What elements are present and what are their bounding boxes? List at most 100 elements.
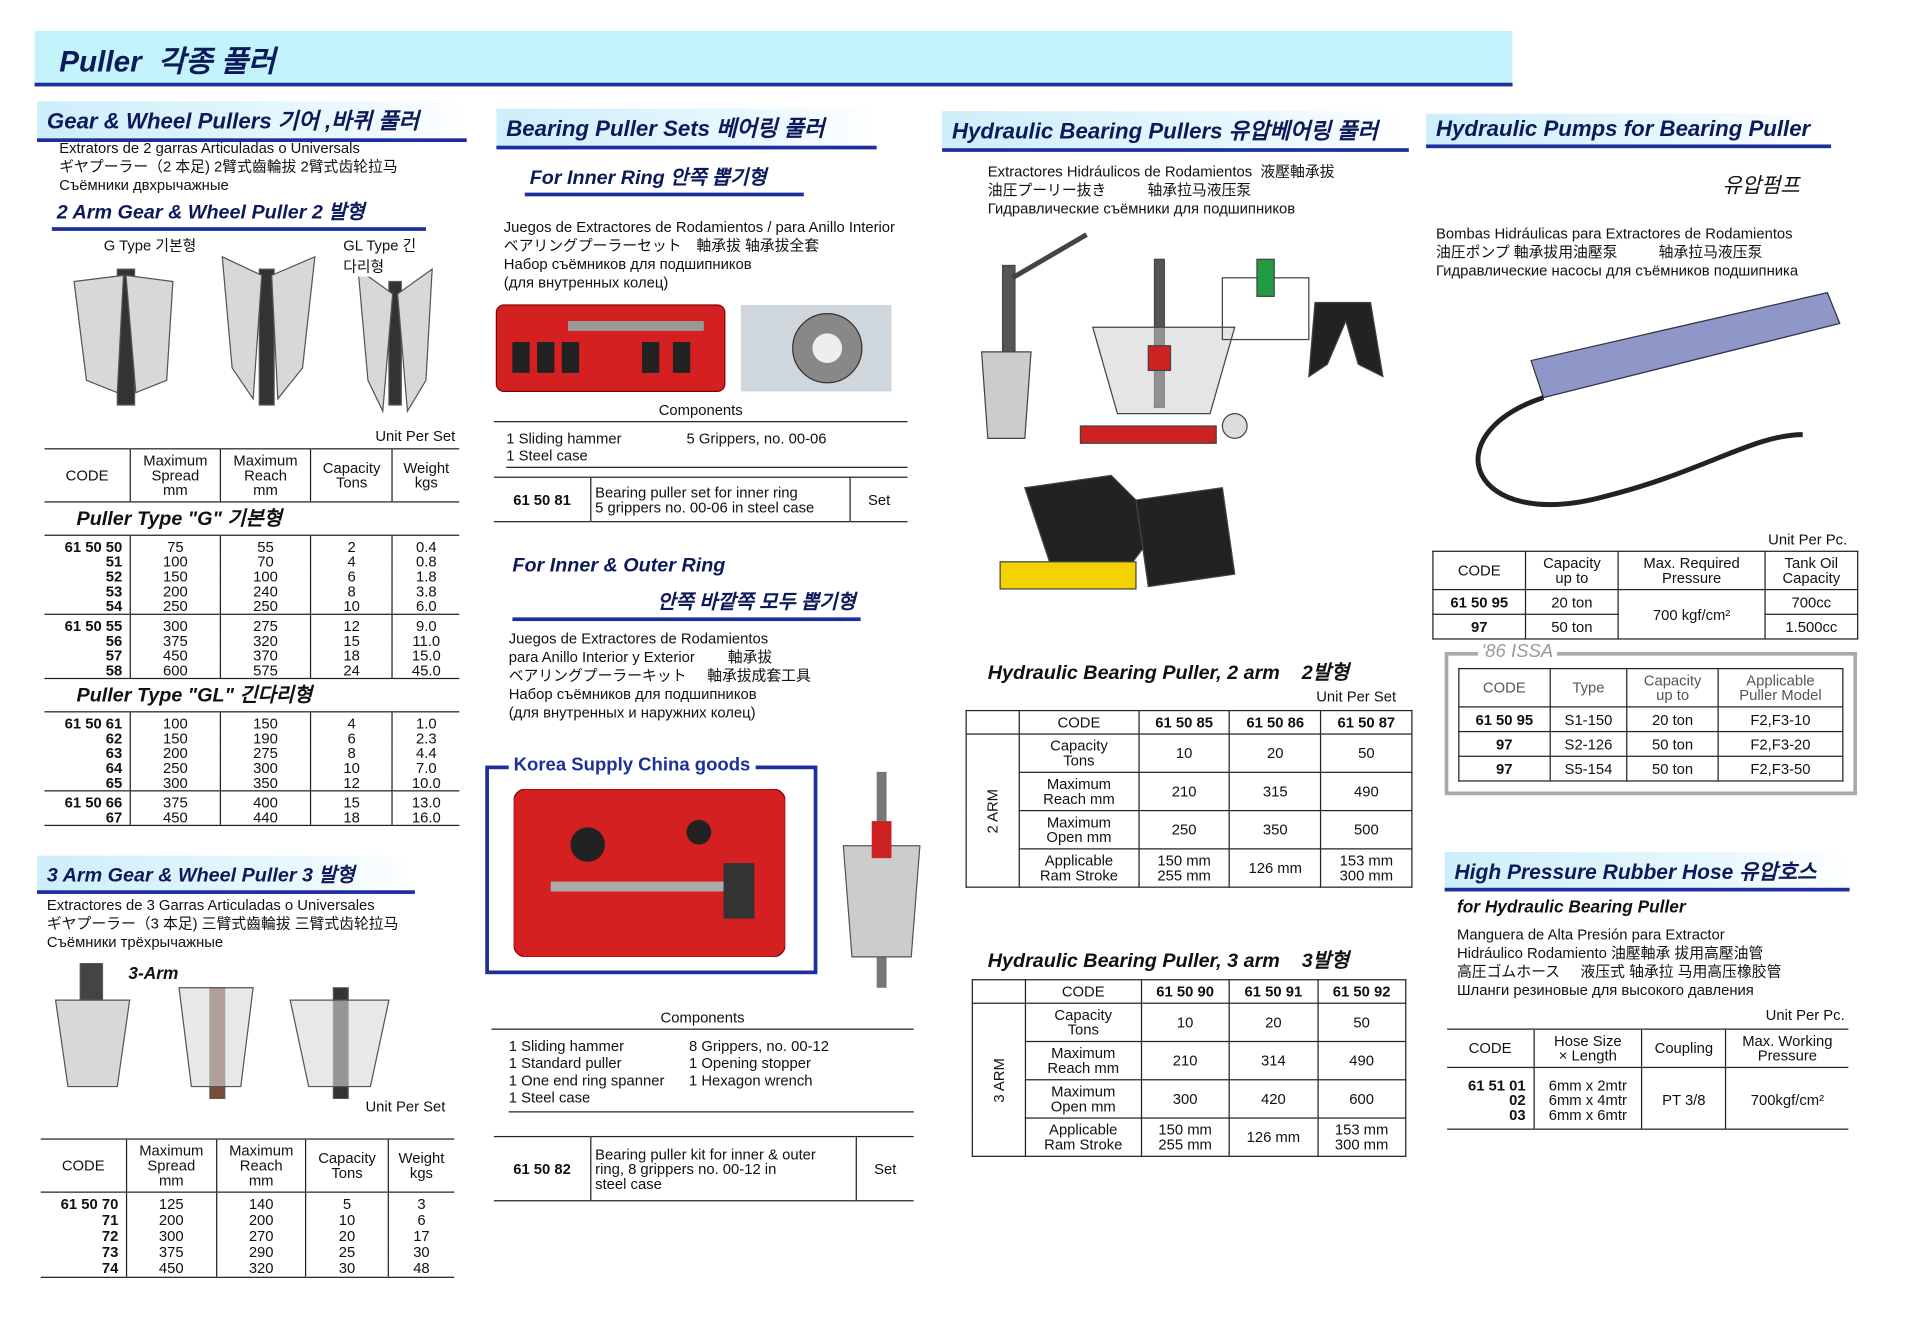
table-box: CODE Hose Size × Length Coupling Max. Worki… [1447, 1028, 1849, 1130]
value-cell: 55 [219, 534, 311, 555]
value-cell: 15 [309, 633, 393, 649]
value-cell: 315 [1229, 771, 1322, 812]
components-list: 1 Sliding hammer 1 Steel case 5 Grippers, … [506, 430, 908, 468]
components-title: Components [493, 401, 908, 423]
value-cell: 15.0 [391, 648, 460, 664]
value-cell: 290 [215, 1244, 307, 1261]
component-item: 1 Hexagon wrench [688, 1071, 813, 1090]
value-cell: 314 [1228, 1040, 1319, 1081]
value-cell: F2,F3-20 [1717, 730, 1844, 757]
description-line: Juegos de Extractores de Rodamientos [508, 629, 769, 647]
description-line: ベアリングプーラーセット 軸承拔 轴承拔全套 [503, 237, 820, 255]
code-cell: 61 50 61 [44, 711, 131, 731]
value-cell: 1.8 [391, 569, 460, 584]
spec-table: CODE 61 50 85 61 50 86 61 50 87 2 ARM Capacit… [965, 709, 1413, 888]
value-cell: 375 [129, 633, 221, 649]
value-cell: 450 [129, 809, 221, 825]
column-header: Capacity Tons [309, 448, 393, 503]
value-cell: 200 [215, 1212, 307, 1229]
code-cell: 97 [1458, 730, 1551, 757]
column-header: Max. Working Pressure [1725, 1028, 1849, 1069]
code-cell: 51 [105, 553, 123, 571]
table-box: CODE 61 50 90 61 50 91 61 50 92 3 ARM Capacit… [971, 979, 1407, 1157]
table-box: CODE Maximum Spread mm Maximum Reach mm Cap… [44, 448, 460, 825]
code-cell: 61 50 66 [44, 790, 131, 810]
code: 03 [1509, 1106, 1526, 1124]
value-cell: 150 [129, 569, 221, 584]
code-cell: 56 [105, 632, 123, 650]
table-row: 74 450 320 30 48 [41, 1259, 455, 1277]
value-cell: 270 [215, 1228, 307, 1245]
value-cell: 250 [129, 598, 221, 615]
section-title-ko: 유압펌프 [1722, 174, 1800, 198]
value-cell: 12 [309, 775, 393, 791]
image-label: 3-Arm [128, 963, 179, 983]
value-cell: 10.0 [391, 775, 460, 791]
description-line: ギヤプーラー（3 本足) 三臂式齒輪拔 三臂式齿轮拉马 [46, 914, 399, 933]
value-cell: 17 [387, 1228, 455, 1245]
value-cell: 30 [305, 1260, 388, 1277]
product-image [980, 232, 1384, 590]
value-cell: 10 [309, 760, 393, 776]
column-header: CODE [1458, 667, 1551, 708]
value-cell: 153 mm 300 mm [1320, 848, 1413, 888]
value-cell: 200 [129, 584, 221, 599]
product-image [842, 771, 921, 988]
component-item: 1 Opening stopper [688, 1054, 811, 1072]
code-cell: 61 50 95 [1432, 588, 1527, 615]
table-row: 63 200 275 8 4.4 [44, 744, 460, 762]
code-cell: 57 [105, 646, 123, 665]
description-line: Extractores de 3 Garras Articuladas o Un… [46, 896, 375, 914]
value-cell: 240 [219, 584, 311, 599]
description-line: Extrators de 2 garras Articuladas o Univ… [59, 139, 360, 157]
value-cell: 4.4 [391, 745, 460, 761]
description-line: (для внутренных колец) [503, 274, 669, 292]
order-table: 61 50 82 Bearing puller kit for inner & o… [493, 1135, 914, 1202]
description-line: Набор съёмников для подшипников [508, 685, 757, 703]
value-cell: 600 [1316, 1079, 1407, 1119]
column-header: Max. Required Pressure [1617, 550, 1766, 591]
value-cell: 375 [129, 790, 221, 810]
column-header: Capacity Tons [305, 1138, 388, 1193]
value-cell: 20 [1229, 733, 1322, 773]
description-line: Bombas Hidráulicas para Extractores de R… [1435, 224, 1793, 243]
side-label: 3 ARM [971, 1002, 1027, 1157]
value-cell: F2,F3-10 [1717, 706, 1844, 733]
row-header: Maximum Open mm [1024, 1079, 1142, 1119]
section-title: Bearing Puller Sets 베어링 풀러 [496, 108, 877, 150]
table-row: 3 ARM Capacity Tons 10 20 50 [971, 1002, 1407, 1157]
column-header: Maximum Reach mm [215, 1138, 307, 1193]
order-unit: Set [867, 490, 891, 509]
code-cell: 63 [105, 744, 123, 762]
spec-table: CODE Capacity up to Max. Required Pressure… [1432, 550, 1859, 640]
value-cell: 15 [309, 790, 393, 810]
value-cell: 20 ton [1524, 588, 1619, 615]
order-code: 61 50 82 [493, 1136, 592, 1201]
code-cell: 61 50 55 [44, 613, 131, 634]
table-row: 58 600 575 24 45.0 [44, 663, 460, 679]
description: Bombas Hidráulicas para Extractores de R… [1436, 225, 1798, 281]
badge-box: Korea Supply China goods [485, 754, 818, 975]
value-cell: 370 [219, 648, 311, 664]
code-cell: 97 [1458, 755, 1551, 782]
description-line: ギヤプーラー（2 本足) 2臂式齒輪拔 2臂式齿轮拉马 [59, 158, 398, 176]
value-cell: 100 [219, 569, 311, 584]
value-cell: 375 [125, 1244, 217, 1261]
issa-label: '86 ISSA [1477, 640, 1557, 662]
side-label: 2 ARM [965, 733, 1020, 888]
code-cell: 61 50 86 [1229, 709, 1322, 735]
size: 6mm x 6mtr [1548, 1106, 1627, 1124]
table-row: 62 150 190 6 2.3 [44, 730, 460, 746]
unit-label: Unit Per Pc. [1768, 530, 1848, 549]
code-cell: 74 [101, 1259, 119, 1277]
value-cell: 2 [309, 534, 393, 555]
section-title: High Pressure Rubber Hose 유압호스 [1444, 851, 1850, 892]
value-cell: PT 3/8 [1641, 1066, 1726, 1130]
description-line: (для внутренных и наружних колец) [508, 703, 756, 722]
value-cell: 10 [309, 598, 393, 615]
value-cell: 3 [387, 1191, 455, 1213]
header-row: CODE 61 50 90 61 50 91 61 50 92 [971, 979, 1407, 1004]
value-cell: 0.4 [391, 534, 460, 555]
value-cell: 400 [219, 790, 311, 810]
value-cell: 300 [1140, 1079, 1230, 1119]
